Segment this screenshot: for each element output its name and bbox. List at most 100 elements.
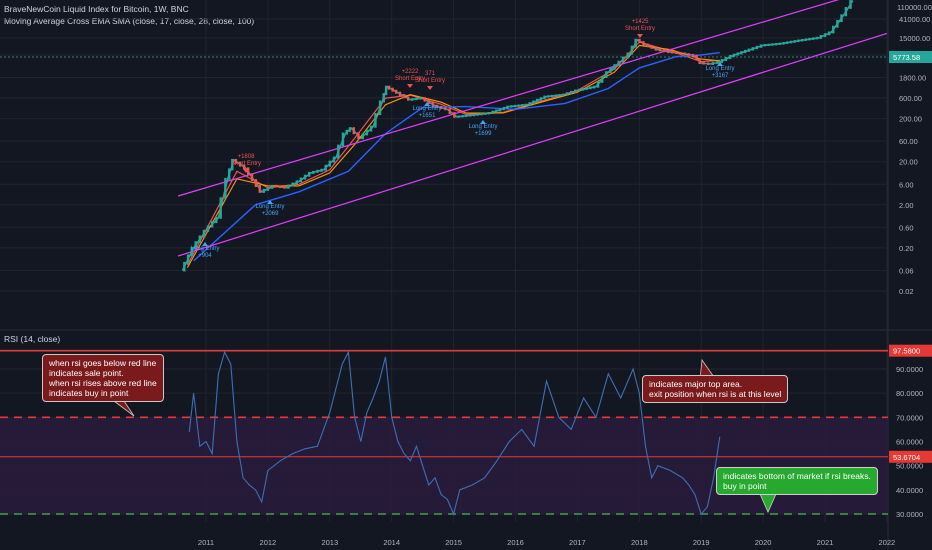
price-tick-label: 0.60 bbox=[899, 223, 914, 232]
time-tick-label: 2013 bbox=[321, 538, 338, 547]
rsi-level-badge bbox=[889, 344, 932, 357]
candle bbox=[532, 100, 535, 105]
price-tick-label: 600.00 bbox=[899, 94, 922, 103]
time-tick-label: 2021 bbox=[817, 538, 834, 547]
candle bbox=[617, 60, 620, 67]
candle bbox=[487, 112, 491, 115]
candle bbox=[528, 102, 531, 106]
candle bbox=[398, 91, 402, 97]
long-entry-arrow bbox=[267, 200, 273, 204]
candle bbox=[702, 62, 705, 65]
signal-label: Long Entry bbox=[255, 204, 284, 210]
candle bbox=[357, 132, 360, 140]
short-entry-arrow bbox=[243, 169, 249, 173]
rsi-band bbox=[0, 417, 888, 514]
candle bbox=[589, 86, 592, 90]
candle bbox=[767, 43, 770, 47]
candle bbox=[427, 99, 431, 105]
candle bbox=[844, 6, 848, 17]
candle bbox=[483, 112, 487, 115]
candle bbox=[630, 45, 634, 55]
signal-pct: +1808 bbox=[238, 154, 256, 160]
signal-pct: +1425 bbox=[632, 19, 650, 25]
candle bbox=[246, 167, 250, 176]
price-tick-label: 1800.00 bbox=[899, 74, 926, 83]
rsi-tick-label: 70.0000 bbox=[896, 413, 923, 422]
candle bbox=[605, 71, 608, 78]
candle bbox=[819, 35, 823, 39]
candle bbox=[506, 105, 509, 109]
time-tick-label: 2018 bbox=[631, 538, 648, 547]
candle bbox=[457, 115, 460, 118]
candle bbox=[706, 62, 710, 66]
indicator-legend: Moving Average Cross EMA SMA (close, 17,… bbox=[4, 16, 255, 26]
candle bbox=[578, 88, 581, 92]
current-price-badge bbox=[889, 51, 932, 63]
candle bbox=[646, 43, 649, 48]
candle bbox=[747, 48, 751, 52]
candle bbox=[480, 112, 483, 116]
candle bbox=[786, 41, 789, 44]
candle bbox=[782, 41, 785, 45]
candle bbox=[626, 52, 629, 59]
candle bbox=[274, 184, 278, 188]
candle bbox=[554, 94, 557, 97]
candle bbox=[402, 94, 406, 99]
candle bbox=[299, 177, 303, 183]
candle bbox=[695, 54, 698, 61]
time-tick-label: 2015 bbox=[445, 538, 462, 547]
candle bbox=[711, 62, 715, 66]
candle bbox=[812, 37, 815, 40]
signal-pct: +3167 bbox=[712, 73, 730, 79]
candle bbox=[558, 94, 561, 97]
candle bbox=[565, 92, 569, 96]
candle bbox=[539, 97, 543, 101]
signal-pct: 371 bbox=[425, 71, 436, 77]
candle bbox=[771, 43, 774, 46]
candle bbox=[461, 115, 464, 118]
time-tick-label: 2017 bbox=[569, 538, 586, 547]
candle bbox=[804, 38, 808, 41]
candle bbox=[634, 38, 637, 48]
rsi-tick-label: 80.0000 bbox=[896, 389, 923, 398]
candle bbox=[348, 127, 352, 132]
rsi-level-badge-label: 53.6704 bbox=[893, 453, 920, 462]
candle bbox=[270, 184, 274, 189]
rsi-tick-label: 50.0000 bbox=[896, 462, 923, 471]
candle bbox=[521, 104, 524, 107]
candle bbox=[654, 46, 658, 51]
candle bbox=[320, 168, 323, 172]
candle bbox=[613, 64, 616, 70]
candle bbox=[671, 51, 674, 54]
candle bbox=[374, 113, 377, 128]
candle bbox=[808, 37, 811, 41]
candle bbox=[621, 56, 625, 63]
candle bbox=[295, 180, 298, 185]
signal-label: Short Entry bbox=[231, 161, 261, 167]
candle bbox=[287, 184, 290, 189]
candle bbox=[638, 38, 641, 44]
time-tick-label: 2012 bbox=[260, 538, 277, 547]
candle bbox=[815, 36, 819, 40]
candle bbox=[728, 54, 732, 59]
candle bbox=[585, 87, 588, 90]
candle bbox=[498, 108, 502, 112]
rsi-tick-label: 30.0000 bbox=[896, 510, 923, 519]
candle bbox=[716, 61, 719, 65]
candle bbox=[258, 184, 261, 193]
candle bbox=[262, 188, 265, 193]
candle bbox=[332, 156, 336, 163]
price-tick-label: 41000.00 bbox=[899, 15, 930, 24]
candle bbox=[513, 104, 517, 108]
candle bbox=[228, 168, 231, 180]
candle bbox=[849, 0, 852, 9]
candle bbox=[683, 52, 686, 56]
candle bbox=[800, 38, 804, 42]
candle bbox=[186, 254, 190, 264]
series-100-sma bbox=[193, 51, 720, 262]
candle bbox=[283, 186, 286, 189]
candle bbox=[698, 58, 701, 65]
candle bbox=[234, 158, 238, 164]
